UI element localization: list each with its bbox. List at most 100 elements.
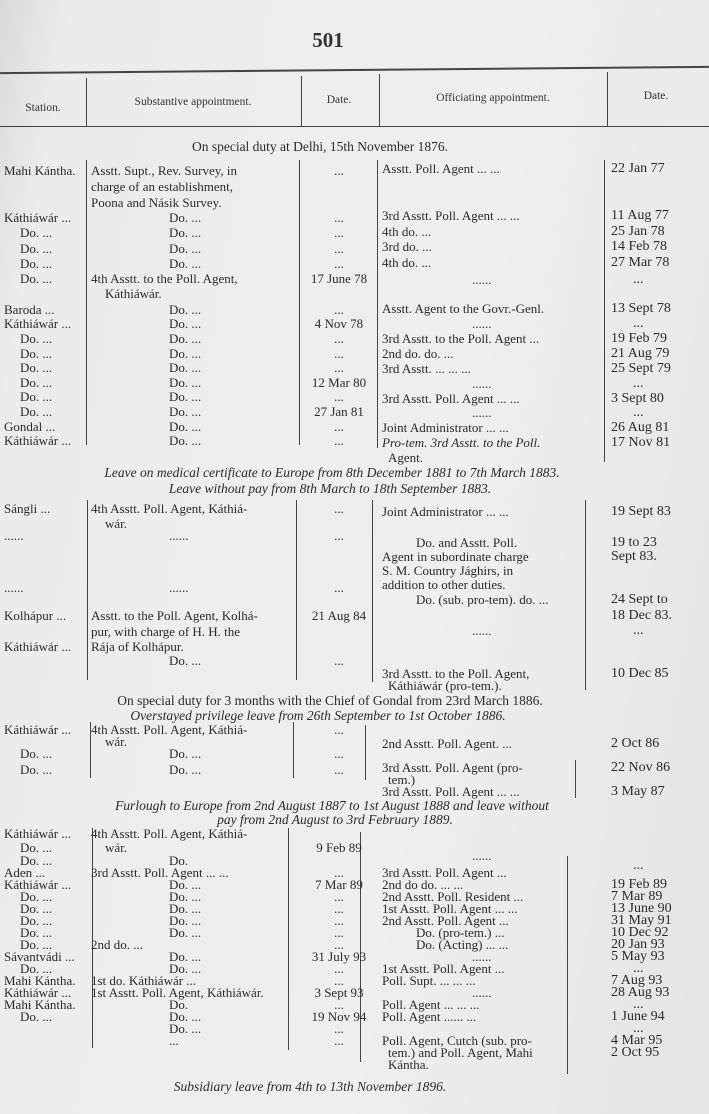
date-cell: 17 June 78	[310, 271, 368, 286]
date-cell: ...	[334, 762, 344, 777]
officiating-appointment-cell: 3rd Asstt. Poll. Agent ... ...	[382, 208, 520, 223]
station-cell: Do. ...	[20, 225, 53, 240]
table-row-officiating: ...	[0, 859, 709, 873]
column-divider	[299, 160, 300, 445]
date-cell: ...	[334, 302, 344, 317]
station-cell: Baroda ...	[4, 302, 55, 317]
table-row-officiating: .........	[0, 623, 709, 638]
station-cell: Do. ...	[20, 840, 53, 855]
date-cell: ...	[334, 746, 344, 761]
date-cell: 27 Jan 81	[314, 404, 364, 419]
officiating-date-cell: 1 June 94	[611, 1009, 665, 1024]
substantive-appointment-cell: 4th Asstt. to the Poll. Agent,	[91, 271, 238, 286]
officiating-date-cell: ...	[633, 405, 644, 420]
date-cell: 3 Sept 93	[314, 985, 364, 1000]
table-row-substantive: Káthiáwár ... Do. ......	[0, 211, 709, 224]
table-row-officiating: 3rd Asstt. Poll. Agent ...	[0, 866, 709, 879]
date-cell: ...	[334, 331, 344, 346]
officiating-date-cell: 26 Aug 81	[611, 420, 670, 435]
column-divider	[92, 828, 93, 1048]
table-row-substantive: Do. ......	[0, 654, 709, 667]
date-cell: ...	[334, 1021, 344, 1036]
substantive-appointment-cell: Do. ...	[169, 241, 202, 256]
table-row-officiating: 3rd Asstt. Poll. Agent ... ... 11 Aug 77	[0, 208, 709, 223]
table-row-officiating: tem.) and Poll. Agent, Mahi 2 Oct 95	[0, 1045, 709, 1060]
station-cell: Do. ...	[20, 925, 53, 940]
table-row-substantive: Do. ... Do. ... 12 Mar 80	[0, 376, 709, 389]
column-divider	[293, 722, 294, 778]
date-cell: ...	[334, 580, 344, 595]
officiating-date-cell: 11 Aug 77	[611, 208, 669, 223]
officiating-date-cell: 31 May 91	[611, 913, 672, 928]
officiating-date-cell: 13 June 90	[611, 901, 672, 916]
substantive-appointment-cell: 1st do. Káthiáwár ...	[91, 973, 197, 988]
station-cell: Do. ...	[20, 404, 53, 419]
substantive-appointment-cell: Do. ...	[169, 746, 202, 761]
table-row-substantive: Do. ... Do. ......	[0, 962, 709, 975]
header-date-officiating: Date.	[643, 90, 669, 102]
officiating-appointment-cell: S. M. Country Jághirs, in	[382, 563, 514, 578]
column-divider	[372, 500, 373, 682]
officiating-appointment-cell: Poll. Agent ...... ...	[382, 1009, 477, 1024]
station-cell: Sángli ...	[4, 501, 51, 516]
date-cell: ...	[334, 925, 344, 940]
table-row-substantive: Do. ... Do. ......	[0, 331, 709, 346]
table-row-officiating: ...	[0, 1021, 709, 1036]
officiating-date-cell: ...	[633, 1021, 644, 1036]
officiating-appointment-cell: 3rd do. ...	[382, 239, 432, 254]
header-substantive: Substantive appointment.	[134, 96, 252, 108]
officiating-appointment-cell: ......	[472, 623, 492, 638]
date-cell: ...	[334, 889, 344, 904]
station-cell: Káthiáwár ...	[4, 826, 72, 841]
officiating-appointment-cell: ......	[472, 949, 492, 964]
table-row-substantive: wár.	[0, 735, 709, 748]
officiating-date-cell: 2 Oct 95	[611, 1045, 660, 1060]
table-row-substantive: Do. ... Do. ......	[0, 925, 709, 940]
station-cell: Káthiáwár ...	[4, 722, 72, 737]
substantive-appointment-cell: Asstt. to the Poll. Agent, Kolhá-	[91, 608, 258, 623]
officiating-date-cell: ...	[633, 316, 644, 331]
table-row-officiating: .........	[0, 377, 709, 391]
station-cell: Mahi Kántha.	[4, 973, 76, 988]
substantive-appointment-cell: Do. ...	[169, 762, 202, 777]
table-row-officiating: 2nd Asstt. Poll. Agent. ... 2 Oct 86	[0, 737, 709, 751]
substantive-appointment-cell: Do. ...	[169, 331, 202, 346]
officiating-date-cell: 19 Feb 79	[611, 331, 667, 346]
table-row-substantive: Aden ... 3rd Asstt. Poll. Agent ... .....…	[0, 866, 709, 879]
officiating-appointment-cell: Do. (pro-tem.) ...	[416, 925, 505, 940]
date-cell: 21 Aug 84	[311, 608, 367, 623]
substantive-appointment-cell: pur, with charge of H. H. the	[91, 624, 241, 639]
officiating-appointment-cell: ......	[472, 985, 492, 1000]
officiating-date-cell: 3 Sept 80	[611, 391, 664, 406]
substantive-appointment-cell: 4th Asstt. Poll. Agent, Káthiá-	[91, 501, 248, 516]
table-row-officiating: Asstt. Agent to the Govr.-Genl. 13 Sept 7…	[0, 302, 709, 316]
station-cell: Do. ...	[20, 271, 53, 286]
table-row-officiating: Poll. Agent ... ... ......	[0, 998, 709, 1012]
date-cell: ...	[334, 241, 344, 256]
table-row-officiating: Joint Administrator ... ... 26 Aug 81	[0, 420, 709, 435]
station-cell: Do. ...	[20, 853, 53, 868]
section-note: On special duty for 3 months with the Ch…	[117, 693, 543, 708]
officiating-appointment-cell: ......	[472, 848, 492, 863]
officiating-appointment-cell: ......	[472, 272, 492, 287]
date-cell: 19 Nov 94	[311, 1009, 367, 1024]
table-row-officiating: 2nd Asstt. Poll. Agent ... 31 May 91	[0, 913, 709, 928]
table-row-officiating: Do. (Acting) ... ... 20 Jan 93	[0, 938, 709, 952]
table-row-substantive: Do. ... Do. ......	[0, 889, 709, 904]
substantive-appointment-cell: Do. ...	[169, 404, 202, 419]
station-cell: Do. ...	[20, 331, 53, 346]
table-row-officiating: ......	[0, 848, 709, 863]
table-row-officiating: .........	[0, 272, 709, 287]
officiating-appointment-cell: 2nd Asstt. Poll. Agent ...	[382, 913, 509, 928]
officiating-appointment-cell: Joint Administrator ... ...	[382, 420, 509, 435]
section-note: Furlough to Europe from 2nd August 1887 …	[115, 798, 549, 813]
officiating-appointment-cell: 3rd Asstt. Poll. Agent (pro-	[382, 760, 523, 775]
table-row-officiating: 3rd Asstt. to the Poll. Agent, 10 Dec 85	[0, 666, 709, 681]
officiating-appointment-cell: 3rd Asstt. to the Poll. Agent,	[382, 666, 530, 681]
substantive-appointment-cell: Do. ...	[169, 433, 202, 448]
station-cell: Sávantvádi ...	[4, 949, 75, 964]
header-station: Station.	[25, 102, 61, 114]
table-row-officiating: ...... 5 May 93	[0, 949, 709, 964]
column-divider	[585, 500, 586, 690]
station-cell: Do. ...	[20, 746, 53, 761]
